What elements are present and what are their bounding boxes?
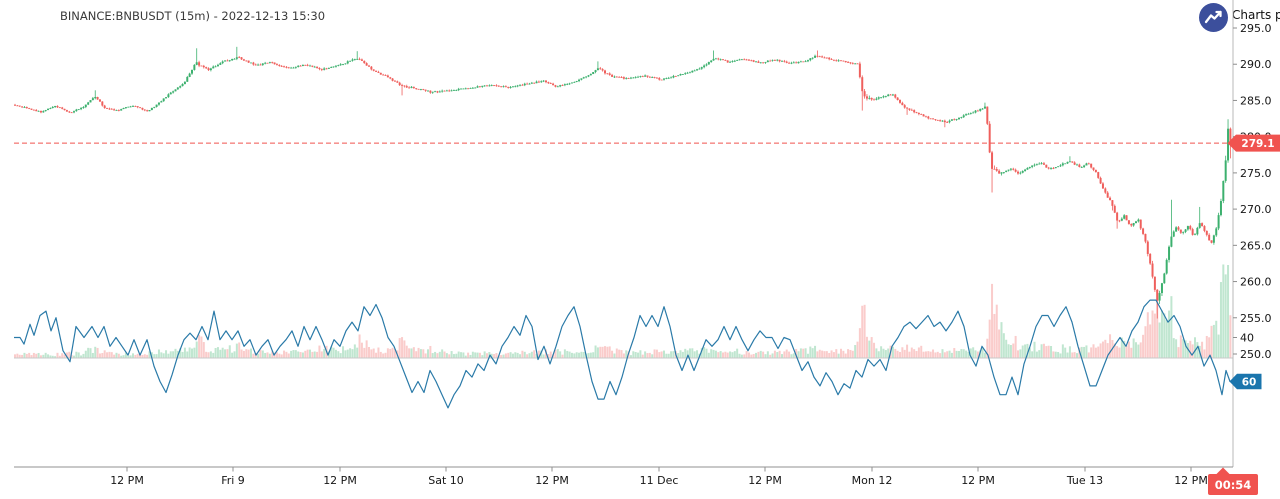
price-axis-label: 265.0 [1240,239,1272,252]
time-axis-label: 12 PM [535,474,569,487]
tradingview-logo-icon[interactable] [1199,3,1228,32]
price-axis-label: 290.0 [1240,58,1272,71]
price-axis-label: 270.0 [1240,203,1272,216]
time-axis-label: Fri 9 [221,474,245,487]
current-time-badge-text: 00:54 [1215,478,1252,492]
time-axis-labels: 12 PM Fri 9 12 PM Sat 10 12 PM 11 Dec 12 PM Mon… [110,467,1208,487]
time-axis-label: 11 Dec [640,474,679,487]
time-axis-label: 12 PM [1174,474,1208,487]
time-axis-label: 12 PM [323,474,357,487]
time-axis-label: Mon 12 [852,474,893,487]
chart-title: BINANCE:BNBUSDT (15m) - 2022-12-13 15:30 [60,9,326,23]
brand: Charts p [1199,3,1280,32]
brand-text[interactable]: Charts p [1232,8,1280,22]
indicator-axis-label: 40 [1240,332,1254,345]
time-axis-label: 12 PM [748,474,782,487]
price-axis-label: 250.0 [1240,348,1272,361]
trend-arrow-icon [1204,10,1222,24]
price-axis-label: 275.0 [1240,167,1272,180]
price-axis-label: 255.0 [1240,312,1272,325]
time-axis-label: Tue 13 [1066,474,1103,487]
price-axis-label: 260.0 [1240,276,1272,289]
price-axis-label: 295.0 [1240,22,1272,35]
last-price-badge [1227,134,1280,152]
time-axis-label: Sat 10 [428,474,464,487]
indicator-value-badge-text: 60 [1242,377,1257,389]
time-axis-label: 12 PM [961,474,995,487]
indicator-line [14,299,1233,409]
price-axis-labels: 295.0290.0285.0280.0275.0270.0265.0260.0… [1233,22,1272,361]
indicator-axis-labels: 60 40 [1229,332,1262,390]
price-axis-label: 285.0 [1240,94,1272,107]
time-axis-label: 12 PM [110,474,144,487]
last-price-badge-text: 279.1 [1241,138,1274,150]
volume-bars [14,264,1232,358]
current-time-badge [1208,474,1258,495]
current-time-badge-arrow [1216,467,1230,475]
indicator-value-badge [1229,373,1262,390]
candles [14,46,1232,319]
